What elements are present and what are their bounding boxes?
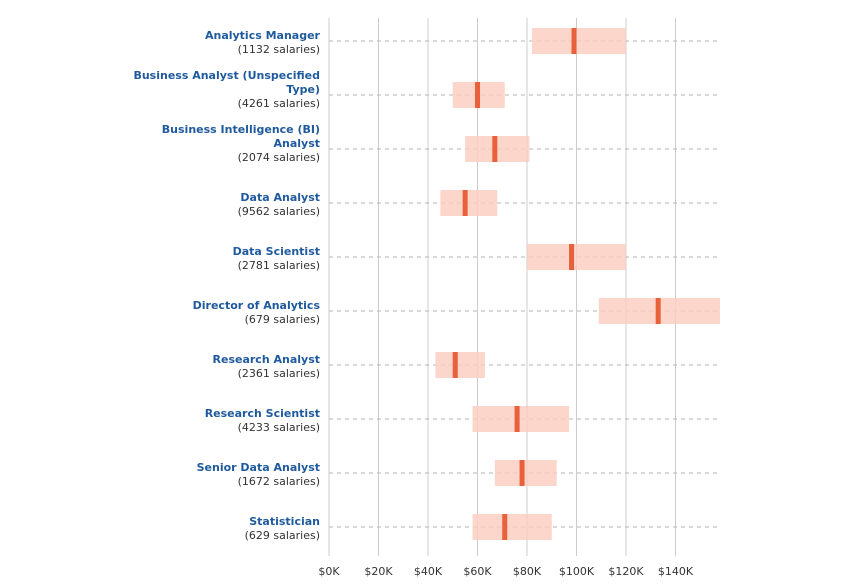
median-marker: [462, 190, 468, 216]
x-tick-label: $40K: [414, 565, 443, 578]
row-label: Director of Analytics (679 salaries): [120, 299, 320, 327]
job-title-link[interactable]: Research Scientist: [204, 407, 320, 420]
row-label: Statistician (629 salaries): [120, 515, 320, 543]
median-marker: [569, 244, 575, 270]
salary-range-bar: [527, 244, 626, 270]
row-label: Research Analyst (2361 salaries): [120, 353, 320, 381]
salary-count: (4233 salaries): [237, 421, 320, 434]
salary-range-bar: [472, 514, 552, 540]
median-marker: [492, 136, 498, 162]
x-tick-label: $120K: [608, 565, 644, 578]
salary-count: (9562 salaries): [237, 205, 320, 218]
job-title-link[interactable]: Data Analyst: [240, 191, 320, 204]
salary-count: (679 salaries): [244, 313, 320, 326]
median-marker: [571, 28, 577, 54]
row-label: Business Analyst (Unspecified Type) (4261…: [120, 69, 320, 111]
row-label: Research Scientist (4233 salaries): [120, 407, 320, 435]
job-title-link[interactable]: Research Analyst: [212, 353, 320, 366]
salary-count: (2361 salaries): [237, 367, 320, 380]
job-title-link[interactable]: Director of Analytics: [192, 299, 320, 312]
x-tick-label: $60K: [463, 565, 492, 578]
row-label: Data Analyst (9562 salaries): [120, 191, 320, 219]
median-marker: [502, 514, 508, 540]
salary-count: (2074 salaries): [237, 151, 320, 164]
salary-count: (1672 salaries): [237, 475, 320, 488]
row-label: Analytics Manager (1132 salaries): [120, 29, 320, 57]
salary-count: (1132 salaries): [237, 43, 320, 56]
x-tick-label: $20K: [364, 565, 393, 578]
median-marker: [452, 352, 458, 378]
salary-count: (629 salaries): [244, 529, 320, 542]
row-label: Senior Data Analyst (1672 salaries): [120, 461, 320, 489]
x-tick-label: $140K: [658, 565, 694, 578]
job-title-link[interactable]: Data Scientist: [232, 245, 320, 258]
median-marker: [655, 298, 661, 324]
job-title-link[interactable]: Business Analyst (Unspecified Type): [133, 69, 320, 96]
job-title-link[interactable]: Analytics Manager: [204, 29, 320, 42]
salary-count: (4261 salaries): [237, 97, 320, 110]
median-marker: [519, 460, 525, 486]
salary-range-bar: [494, 460, 557, 486]
median-marker: [514, 406, 520, 432]
x-tick-label: $80K: [513, 565, 542, 578]
x-tick-label: $0K: [318, 565, 340, 578]
row-label: Business Intelligence (BI) Analyst (2074 …: [120, 123, 320, 165]
job-title-link[interactable]: Statistician: [249, 515, 320, 528]
salary-range-bar: [440, 190, 498, 216]
row-label: Data Scientist (2781 salaries): [120, 245, 320, 273]
salary-count: (2781 salaries): [237, 259, 320, 272]
job-title-link[interactable]: Senior Data Analyst: [196, 461, 320, 474]
salary-range-bar: [531, 28, 626, 54]
job-title-link[interactable]: Business Intelligence (BI) Analyst: [161, 123, 320, 150]
salary-range-bar: [435, 352, 485, 378]
median-marker: [475, 82, 480, 108]
salary-range-bar: [472, 406, 570, 432]
x-tick-label: $100K: [559, 565, 595, 578]
